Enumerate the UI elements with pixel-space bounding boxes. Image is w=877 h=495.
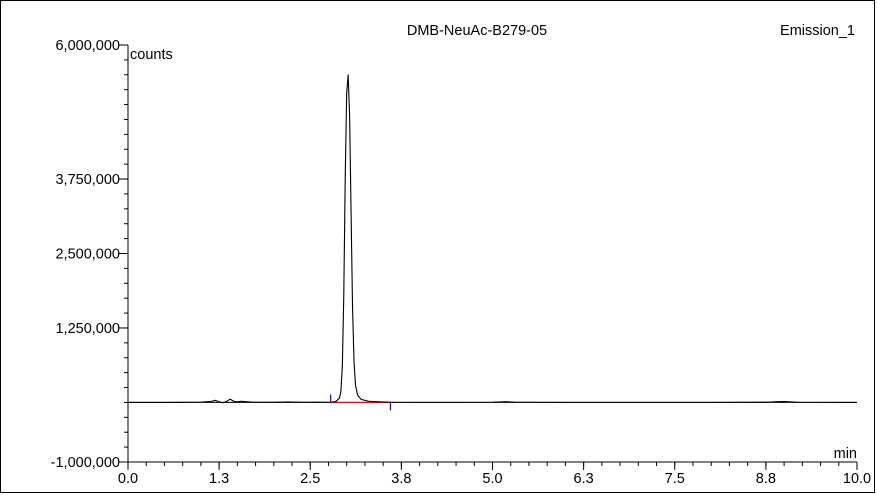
axes-layer: 6,000,000 3,750,000 2,500,000 1,250,000 -1,0…: [51, 38, 871, 487]
x-tick-label: 10.0: [843, 471, 871, 487]
chart-title: DMB-NeuAc-B279-05: [407, 23, 547, 39]
y-axis-label: counts: [130, 47, 173, 63]
x-tick-label: 2.5: [300, 471, 320, 487]
y-tick-label: -1,000,000: [51, 455, 120, 471]
x-tick-label: 0.0: [118, 471, 138, 487]
y-tick-label: 2,500,000: [55, 247, 120, 263]
signal-trace: [128, 74, 858, 404]
y-tick-label: 6,000,000: [55, 38, 120, 54]
x-tick-label: 5.0: [482, 471, 502, 487]
channel-label: Emission_1: [780, 23, 855, 39]
x-tick-label: 1.3: [209, 471, 229, 487]
marks-layer: [128, 74, 858, 411]
y-tick-label: 3,750,000: [55, 172, 120, 188]
x-axis-label: min: [834, 446, 857, 462]
x-tick-label: 8.8: [756, 471, 776, 487]
x-tick-label: 3.8: [391, 471, 411, 487]
x-tick-label: 6.3: [574, 471, 594, 487]
y-tick-label: 1,250,000: [55, 321, 120, 337]
x-tick-label: 7.5: [665, 471, 685, 487]
